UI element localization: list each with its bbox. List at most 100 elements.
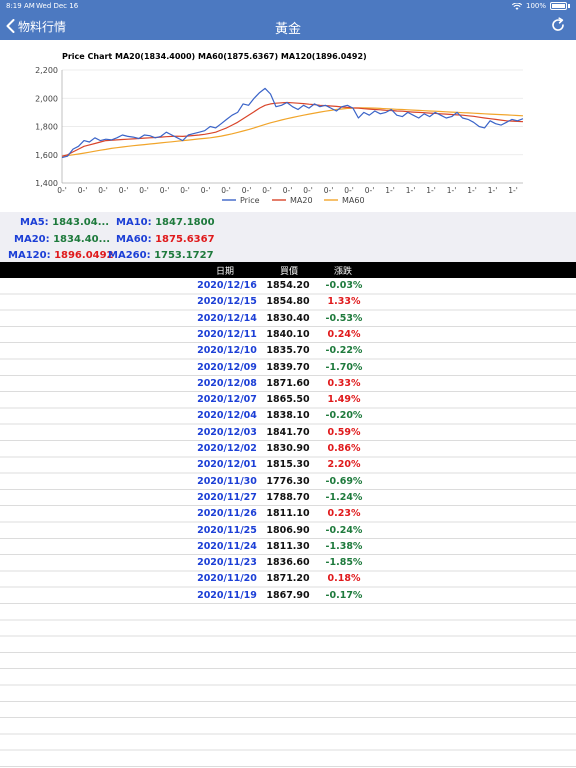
row-change: 0.18% bbox=[327, 573, 361, 585]
x-tick-label: 0-' bbox=[98, 186, 108, 195]
row-change: -0.69% bbox=[325, 475, 363, 487]
row-change: -0.22% bbox=[325, 345, 363, 357]
table-row[interactable]: 2020/11/25 1806.90 -0.24% bbox=[0, 523, 576, 539]
ma60-item: MA60: 1875.6367 bbox=[116, 234, 215, 245]
y-tick-label: 1,400 bbox=[35, 179, 58, 188]
row-price: 1811.10 bbox=[266, 508, 310, 520]
ma5-label: MA5: bbox=[20, 217, 49, 228]
row-change: -0.24% bbox=[325, 524, 363, 536]
table-row[interactable]: 2020/12/04 1838.10 -0.20% bbox=[0, 408, 576, 424]
row-price: 1871.60 bbox=[266, 377, 310, 389]
row-date: 2020/12/15 bbox=[197, 296, 257, 308]
table-row[interactable]: 2020/12/16 1854.20 -0.03% bbox=[0, 278, 576, 294]
y-tick-label: 2,000 bbox=[35, 94, 58, 103]
x-tick-label: 1-' bbox=[426, 186, 436, 195]
x-tick-label: 0-' bbox=[283, 186, 293, 195]
table-row[interactable]: 2020/11/20 1871.20 0.18% bbox=[0, 571, 576, 587]
row-date: 2020/12/09 bbox=[197, 361, 257, 373]
x-tick-label: 0-' bbox=[78, 186, 88, 195]
ma10-item: MA10: 1847.1800 bbox=[116, 217, 215, 228]
table-row[interactable]: 2020/11/26 1811.10 0.23% bbox=[0, 506, 576, 522]
price-table[interactable]: 2020/12/16 1854.20 -0.03% 2020/12/15 1854.80… bbox=[0, 278, 576, 768]
table-row[interactable]: 2020/12/09 1839.70 -1.70% bbox=[0, 360, 576, 376]
table-row[interactable]: 2020/12/03 1841.70 0.59% bbox=[0, 425, 576, 441]
legend-label: MA60 bbox=[342, 196, 365, 205]
row-price: 1835.70 bbox=[266, 345, 310, 357]
table-row[interactable]: 2020/12/10 1835.70 -0.22% bbox=[0, 343, 576, 359]
table-row[interactable]: 2020/12/15 1854.80 1.33% bbox=[0, 294, 576, 310]
table-row[interactable]: 2020/12/08 1871.60 0.33% bbox=[0, 376, 576, 392]
row-date: 2020/11/23 bbox=[197, 557, 257, 569]
row-change: -0.03% bbox=[325, 280, 363, 291]
back-button[interactable]: 物料行情 bbox=[6, 17, 66, 35]
status-right: 100% bbox=[511, 0, 570, 12]
ma5-value: 1843.04... bbox=[52, 217, 110, 228]
x-tick-label: 1-' bbox=[508, 186, 518, 195]
x-tick-label: 0-' bbox=[365, 186, 375, 195]
x-tick-label: 0-' bbox=[180, 186, 190, 195]
row-date: 2020/12/14 bbox=[197, 312, 257, 324]
row-change: 0.23% bbox=[327, 508, 361, 520]
table-row[interactable]: 2020/12/02 1830.90 0.86% bbox=[0, 441, 576, 457]
table-row[interactable]: 2020/12/07 1865.50 1.49% bbox=[0, 392, 576, 408]
x-tick-label: 0-' bbox=[344, 186, 354, 195]
price-chart: 2,200 2,000 1,800 1,600 1,400 0-' 0-' 0-' 0-' 0-'… bbox=[0, 40, 576, 212]
row-change: -1.38% bbox=[325, 540, 363, 552]
row-change: -1.24% bbox=[325, 491, 363, 503]
series-line-ma20 bbox=[61, 101, 524, 157]
ma60-value: 1875.6367 bbox=[155, 234, 215, 245]
x-tick-label: 0-' bbox=[242, 186, 252, 195]
y-tick-label: 1,600 bbox=[35, 151, 58, 160]
row-change: 2.20% bbox=[327, 459, 361, 471]
navigation-bar: 物料行情 黃金 bbox=[0, 12, 576, 40]
series-line-price bbox=[61, 87, 524, 159]
row-change: -0.20% bbox=[325, 410, 363, 422]
row-change: -1.70% bbox=[325, 361, 363, 373]
row-change: -1.85% bbox=[325, 557, 363, 569]
series-line-ma60 bbox=[61, 107, 524, 157]
status-time: 8:19 AM bbox=[6, 2, 35, 10]
top-bar: 8:19 AM Wed Dec 16 100% 物料行情 黃金 bbox=[0, 0, 576, 40]
row-date: 2020/12/16 bbox=[197, 280, 257, 291]
x-tick-label: 1-' bbox=[488, 186, 498, 195]
table-row[interactable]: 2020/11/23 1836.60 -1.85% bbox=[0, 555, 576, 571]
page-title: 黃金 bbox=[274, 22, 301, 37]
header-price: 買價 bbox=[280, 267, 299, 277]
row-price: 1871.20 bbox=[266, 573, 310, 585]
row-change: -0.53% bbox=[325, 312, 363, 324]
table-row[interactable]: 2020/12/01 1815.30 2.20% bbox=[0, 457, 576, 473]
header-change: 漲跌 bbox=[334, 267, 353, 277]
row-price: 1839.70 bbox=[266, 361, 310, 373]
chart-title: Price Chart MA20(1834.4000) MA60(1875.63… bbox=[62, 52, 367, 61]
row-change: 0.86% bbox=[327, 443, 361, 454]
table-row[interactable]: 2020/11/19 1867.90 -0.17% bbox=[0, 588, 576, 604]
table-row[interactable]: 2020/11/27 1788.70 -1.24% bbox=[0, 490, 576, 506]
table-header: 日期 買價 漲跌 bbox=[0, 262, 576, 278]
x-tick-label: 1-' bbox=[467, 186, 477, 195]
row-price: 1841.70 bbox=[266, 426, 310, 438]
row-price: 1854.80 bbox=[266, 296, 310, 308]
row-date: 2020/12/03 bbox=[197, 426, 257, 438]
moving-average-panel: MA5: 1843.04... MA10: 1847.1800 MA20: 18… bbox=[0, 212, 576, 262]
x-tick-label: 0-' bbox=[57, 186, 67, 195]
ma120-label: MA120: bbox=[8, 250, 51, 261]
row-price: 1830.90 bbox=[266, 443, 310, 454]
battery-icon bbox=[550, 2, 567, 10]
table-row[interactable]: 2020/11/24 1811.30 -1.38% bbox=[0, 539, 576, 555]
ma20-item: MA20: 1834.40... bbox=[14, 234, 110, 245]
row-price: 1865.50 bbox=[266, 394, 310, 406]
row-price: 1776.30 bbox=[266, 475, 310, 487]
table-row[interactable]: 2020/12/14 1830.40 -0.53% bbox=[0, 311, 576, 327]
table-row[interactable]: 2020/12/11 1840.10 0.24% bbox=[0, 327, 576, 343]
row-date: 2020/11/19 bbox=[197, 589, 257, 601]
table-row[interactable]: 2020/11/30 1776.30 -0.69% bbox=[0, 474, 576, 490]
ma120-item: MA120: 1896.0492 bbox=[8, 250, 114, 261]
y-tick-label: 2,200 bbox=[35, 66, 58, 75]
row-date: 2020/11/27 bbox=[197, 491, 257, 503]
x-tick-label: 0-' bbox=[119, 186, 129, 195]
row-date: 2020/12/02 bbox=[197, 443, 257, 454]
row-date: 2020/12/01 bbox=[197, 459, 257, 471]
refresh-icon[interactable] bbox=[550, 17, 566, 33]
